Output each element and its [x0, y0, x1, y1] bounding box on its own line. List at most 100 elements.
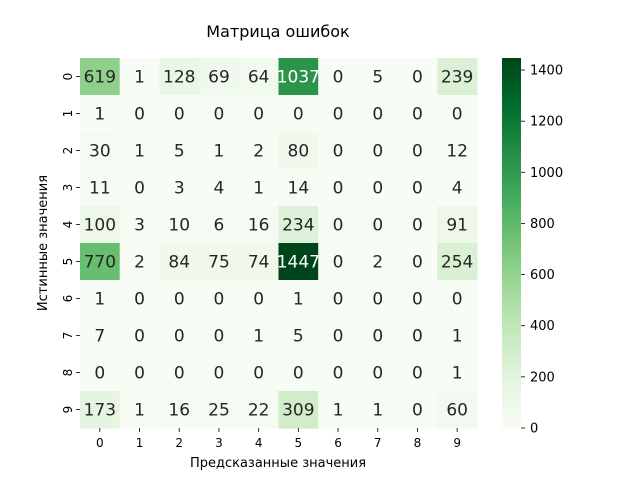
heatmap-cell	[397, 95, 438, 133]
heatmap-cell-value: 254	[441, 253, 473, 273]
heatmap-cell	[357, 169, 399, 207]
heatmap-cell	[119, 280, 160, 318]
y-tick-label: 4	[61, 221, 75, 229]
heatmap-cell	[159, 280, 200, 318]
heatmap-cell	[318, 280, 359, 318]
heatmap-cell	[159, 206, 200, 244]
heatmap-cell	[278, 95, 319, 133]
heatmap-cell-value: 0	[452, 290, 463, 310]
heatmap-cell-value: 10	[168, 216, 190, 236]
heatmap-cell	[159, 132, 200, 170]
heatmap-cell-value: 0	[253, 364, 264, 384]
heatmap-cell-value: 0	[134, 179, 145, 199]
heatmap-cell	[159, 354, 200, 392]
heatmap-cell	[199, 58, 240, 96]
heatmap-cell	[80, 58, 121, 96]
colorbar-tick-label: 1000	[530, 166, 563, 181]
heatmap-cell-value: 1447	[277, 253, 320, 273]
heatmap-cell-value: 0	[372, 216, 383, 236]
heatmap-cell	[238, 280, 280, 318]
heatmap-cell-value: 30	[89, 142, 111, 162]
heatmap-cell-value: 0	[412, 179, 423, 199]
heatmap-cell-value: 1037	[277, 68, 320, 88]
heatmap-cell	[199, 280, 240, 318]
heatmap-cell-value: 2	[134, 253, 145, 273]
heatmap-cell-value: 64	[248, 68, 270, 88]
y-tick-label: 8	[61, 369, 75, 377]
chart-title: Матрица ошибок	[206, 22, 350, 41]
heatmap-cell	[199, 206, 240, 244]
heatmap-cell	[119, 132, 160, 170]
heatmap-cell-value: 0	[333, 216, 344, 236]
heatmap-cell	[437, 317, 478, 355]
heatmap-cell-value: 5	[293, 327, 304, 347]
heatmap-cell-value: 0	[293, 105, 304, 125]
heatmap-cell	[397, 243, 438, 281]
heatmap-cell-value: 0	[333, 327, 344, 347]
heatmap-cell-value: 0	[253, 290, 264, 310]
y-tick-label: 5	[61, 258, 75, 266]
heatmap-cell	[199, 354, 240, 392]
heatmap-cell	[199, 95, 240, 133]
heatmap-cell-value: 0	[333, 179, 344, 199]
heatmap-cell-value: 3	[174, 179, 185, 199]
heatmap-cell	[357, 280, 399, 318]
heatmap-cell-value: 0	[214, 105, 225, 125]
heatmap-cell	[318, 132, 359, 170]
x-axis-label: Предсказанные значения	[190, 456, 366, 471]
heatmap-cell-value: 14	[288, 179, 310, 199]
heatmap-cell	[238, 243, 280, 281]
heatmap-cell-value: 0	[412, 401, 423, 421]
heatmap-cell-value: 234	[282, 216, 314, 236]
heatmap-cell-value: 0	[253, 105, 264, 125]
y-axis-ticks: 0 1 2 3 4 5 6 7 8 9	[61, 73, 80, 413]
heatmap-cell-value: 0	[372, 179, 383, 199]
heatmap-cell	[199, 132, 240, 170]
heatmap-cell-value: 309	[282, 401, 314, 421]
heatmap-cell-value: 0	[333, 364, 344, 384]
heatmap-cell-value: 0	[372, 327, 383, 347]
heatmap-cell-value: 0	[372, 142, 383, 162]
heatmap-cell-value: 16	[168, 401, 190, 421]
heatmap-cell-value: 0	[214, 290, 225, 310]
heatmap-cell-value: 0	[412, 290, 423, 310]
heatmap-cell-value: 0	[333, 142, 344, 162]
heatmap-cell	[437, 132, 478, 170]
heatmap-cell-value: 7	[94, 327, 105, 347]
heatmap-cell-value: 84	[168, 253, 190, 273]
heatmap-cell	[159, 95, 200, 133]
heatmap-cell	[199, 243, 240, 281]
heatmap-cell-value: 1	[253, 327, 264, 347]
heatmap-cell	[80, 243, 121, 281]
heatmap-cell	[159, 317, 200, 355]
heatmap-cell-value: 4	[452, 179, 463, 199]
colorbar-tick-label: 1400	[530, 64, 563, 79]
heatmap-cell-value: 0	[372, 105, 383, 125]
heatmap-cell-value: 3	[134, 216, 145, 236]
heatmap-cell	[199, 169, 240, 207]
heatmap-cell	[119, 354, 160, 392]
colorbar-tick-label: 800	[530, 217, 555, 232]
heatmap-cell	[80, 391, 121, 429]
heatmap-cell	[357, 58, 399, 96]
heatmap-cell	[397, 58, 438, 96]
heatmap-cell	[278, 391, 319, 429]
x-tick-label: 5	[295, 436, 303, 450]
heatmap-cell-value: 0	[134, 290, 145, 310]
heatmap-cell-value: 0	[174, 364, 185, 384]
heatmap-cell-value: 74	[248, 253, 270, 273]
heatmap-cell-value: 6	[214, 216, 225, 236]
y-tick-label: 1	[61, 110, 75, 118]
x-tick-label: 9	[453, 436, 461, 450]
heatmap-cell-value: 0	[134, 364, 145, 384]
heatmap-cell-value: 0	[333, 253, 344, 273]
heatmap-cell-value: 0	[452, 105, 463, 125]
heatmap-cell	[397, 206, 438, 244]
heatmap-cell	[238, 58, 280, 96]
heatmap-cell	[318, 317, 359, 355]
heatmap-cell	[238, 354, 280, 392]
heatmap-cell	[119, 317, 160, 355]
heatmap-cell	[397, 280, 438, 318]
heatmap-cell-value: 0	[333, 105, 344, 125]
